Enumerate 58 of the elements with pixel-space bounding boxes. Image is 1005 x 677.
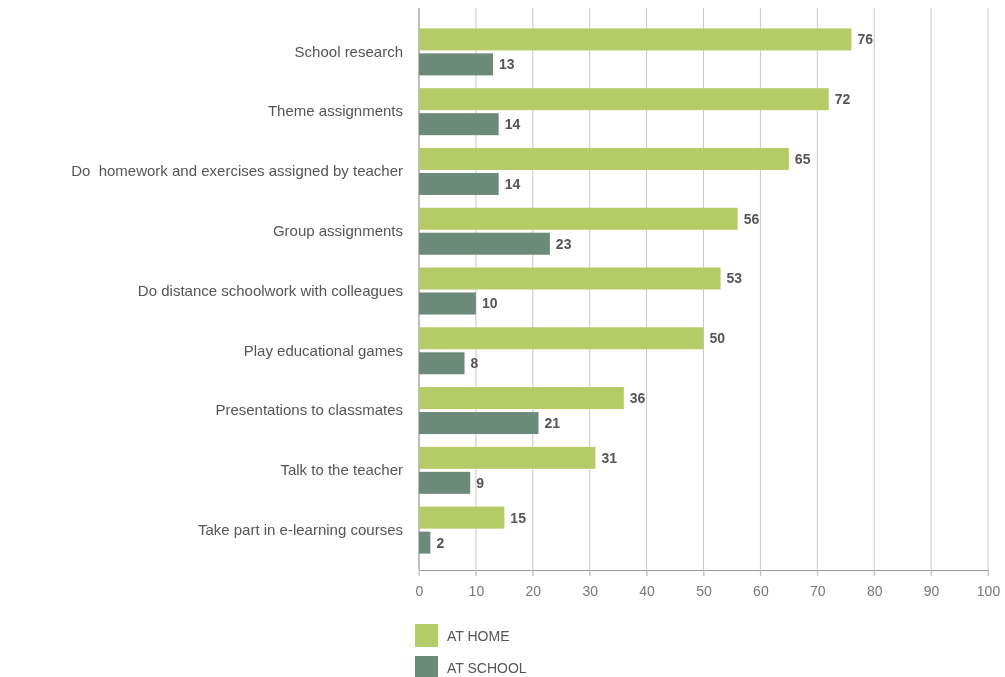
x-tick-label: 50: [696, 582, 712, 599]
x-tick-label: 10: [468, 582, 485, 599]
bar: [419, 172, 499, 195]
x-tick-label: 0: [415, 582, 424, 599]
bar: [419, 471, 471, 494]
bar: [419, 292, 476, 315]
x-tick-label: 60: [753, 582, 769, 599]
data-label: 13: [498, 56, 515, 73]
y-tick-label: Talk to the teacher: [280, 461, 403, 479]
data-label: 15: [510, 509, 527, 526]
x-tick-label: 100: [976, 582, 1001, 599]
x-tick-label: 70: [810, 582, 826, 599]
bar: [419, 88, 829, 111]
y-tick-label: Take part in e-learning courses: [197, 520, 403, 538]
data-label: 10: [481, 295, 498, 312]
bar: [419, 412, 539, 435]
legend-label: AT HOME: [447, 627, 510, 644]
bar: [419, 327, 704, 350]
bar: [419, 531, 431, 554]
data-label: 53: [726, 270, 743, 287]
bar: [419, 506, 505, 529]
bar: [419, 387, 624, 410]
bar: [419, 113, 499, 136]
bar: [419, 207, 738, 230]
y-tick-label: Presentations to classmates: [215, 401, 403, 419]
y-tick-label: Theme assignments: [267, 102, 403, 120]
x-tick-label: 90: [923, 582, 940, 599]
data-label: 56: [743, 210, 760, 227]
data-label: 36: [629, 389, 646, 406]
y-tick-label: Do homework and exercises assigned by teacher: [71, 162, 403, 180]
data-label: 2: [436, 534, 445, 551]
bar: [419, 352, 465, 375]
y-tick-label: Play educational games: [243, 341, 403, 359]
x-tick-label: 30: [582, 582, 599, 599]
data-label: 31: [601, 449, 618, 466]
bar: [419, 446, 596, 469]
bar: [419, 147, 789, 170]
bar: [419, 232, 550, 255]
data-label: 23: [555, 235, 572, 252]
data-label: 8: [470, 355, 479, 372]
data-label: 14: [504, 116, 521, 133]
bar: [419, 267, 721, 290]
data-label: 21: [544, 414, 561, 431]
y-tick-label: School research: [294, 42, 403, 60]
x-tick-label: 80: [866, 582, 883, 599]
y-tick-label: Group assignments: [272, 222, 403, 240]
data-label: 9: [476, 474, 485, 491]
x-tick-label: 40: [639, 582, 656, 599]
bar: [419, 53, 493, 76]
x-tick-label: 20: [525, 582, 542, 599]
data-label: 50: [709, 330, 726, 347]
bar: [419, 28, 852, 51]
legend-label: AT SCHOOL: [447, 659, 527, 676]
data-label: 72: [834, 91, 851, 108]
y-tick-label: Do distance schoolwork with colleagues: [137, 281, 403, 299]
data-label: 76: [857, 31, 874, 48]
data-label: 14: [504, 175, 521, 192]
data-label: 65: [794, 150, 811, 167]
